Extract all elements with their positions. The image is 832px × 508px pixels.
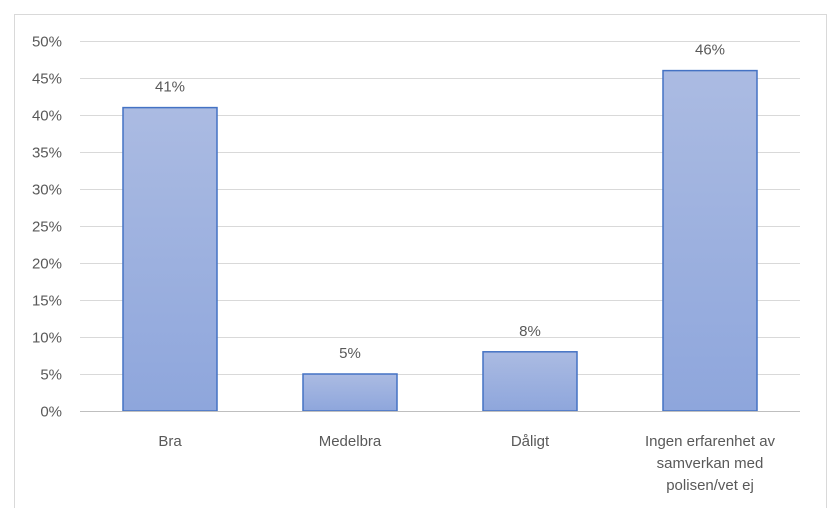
data-labels: 41% 5% 8% 46% (155, 42, 725, 362)
data-label: 8% (519, 323, 541, 340)
y-tick-label: 35% (32, 145, 62, 162)
bar-4 (662, 69, 758, 412)
category-label: Bra (158, 433, 182, 450)
category-label: Dåligt (511, 433, 550, 450)
y-tick-label: 10% (32, 330, 62, 347)
data-label: 5% (339, 345, 361, 362)
chart-area-border (14, 14, 827, 508)
y-tick-label: 5% (40, 367, 62, 384)
bar-2 (302, 373, 398, 412)
bar-1 (122, 106, 218, 412)
y-tick-label: 20% (32, 256, 62, 273)
bars (122, 69, 758, 412)
y-tick-label: 45% (32, 71, 62, 88)
data-label: 41% (155, 79, 185, 96)
y-tick-label: 50% (32, 34, 62, 51)
x-axis-category-labels: Bra Medelbra Dåligt Ingen erfarenhet av samv… (158, 433, 775, 494)
y-axis-tick-labels: 0% 5% 10% 15% 20% 25% 30% 35% 40% 45% 50% (32, 34, 62, 421)
y-tick-label: 0% (40, 404, 62, 421)
category-label: Ingen erfarenhet av samverkan med polisen/… (645, 433, 776, 494)
y-tick-label: 30% (32, 182, 62, 199)
y-tick-label: 25% (32, 219, 62, 236)
y-tick-label: 40% (32, 108, 62, 125)
category-label: Medelbra (319, 433, 382, 450)
data-label: 46% (695, 42, 725, 59)
bar-3 (482, 351, 578, 412)
y-tick-label: 15% (32, 293, 62, 310)
